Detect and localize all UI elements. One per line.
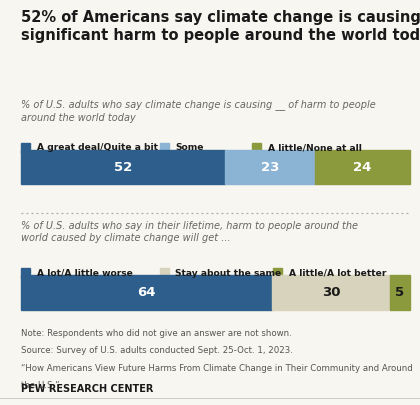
Text: 23: 23 [261, 160, 279, 174]
Bar [390, 275, 410, 310]
Text: 5: 5 [395, 286, 404, 299]
Bar [252, 143, 261, 153]
Bar [21, 150, 225, 184]
Text: PEW RESEARCH CENTER: PEW RESEARCH CENTER [21, 384, 153, 394]
Text: Some: Some [175, 143, 204, 152]
Bar [273, 269, 282, 279]
Text: A little/A lot better: A little/A lot better [289, 269, 386, 278]
Text: 64: 64 [137, 286, 156, 299]
Text: % of U.S. adults who say climate change is causing __ of harm to people
around t: % of U.S. adults who say climate change … [21, 99, 376, 123]
Bar [21, 275, 272, 310]
Text: 52: 52 [114, 160, 132, 174]
Text: Note: Respondents who did not give an answer are not shown.: Note: Respondents who did not give an an… [21, 329, 292, 338]
Bar [160, 143, 169, 153]
Text: A little/None at all: A little/None at all [268, 143, 362, 152]
Bar [225, 150, 315, 184]
Text: % of U.S. adults who say in their lifetime, harm to people around the
world caus: % of U.S. adults who say in their lifeti… [21, 221, 358, 243]
Bar [21, 269, 30, 279]
Bar [272, 275, 390, 310]
Text: “How Americans View Future Harms From Climate Change in Their Community and Arou: “How Americans View Future Harms From Cl… [21, 364, 413, 373]
Text: Stay about the same: Stay about the same [175, 269, 281, 278]
Text: Source: Survey of U.S. adults conducted Sept. 25-Oct. 1, 2023.: Source: Survey of U.S. adults conducted … [21, 346, 293, 355]
Text: 24: 24 [353, 160, 372, 174]
Bar [315, 150, 410, 184]
Text: A lot/A little worse: A lot/A little worse [37, 269, 132, 278]
Bar [21, 143, 30, 153]
Text: A great deal/Quite a bit: A great deal/Quite a bit [37, 143, 158, 152]
Bar [160, 269, 169, 279]
Text: 30: 30 [322, 286, 340, 299]
Text: the U.S.”: the U.S.” [21, 381, 60, 390]
Text: 52% of Americans say climate change is causing
significant harm to people around: 52% of Americans say climate change is c… [21, 10, 420, 43]
